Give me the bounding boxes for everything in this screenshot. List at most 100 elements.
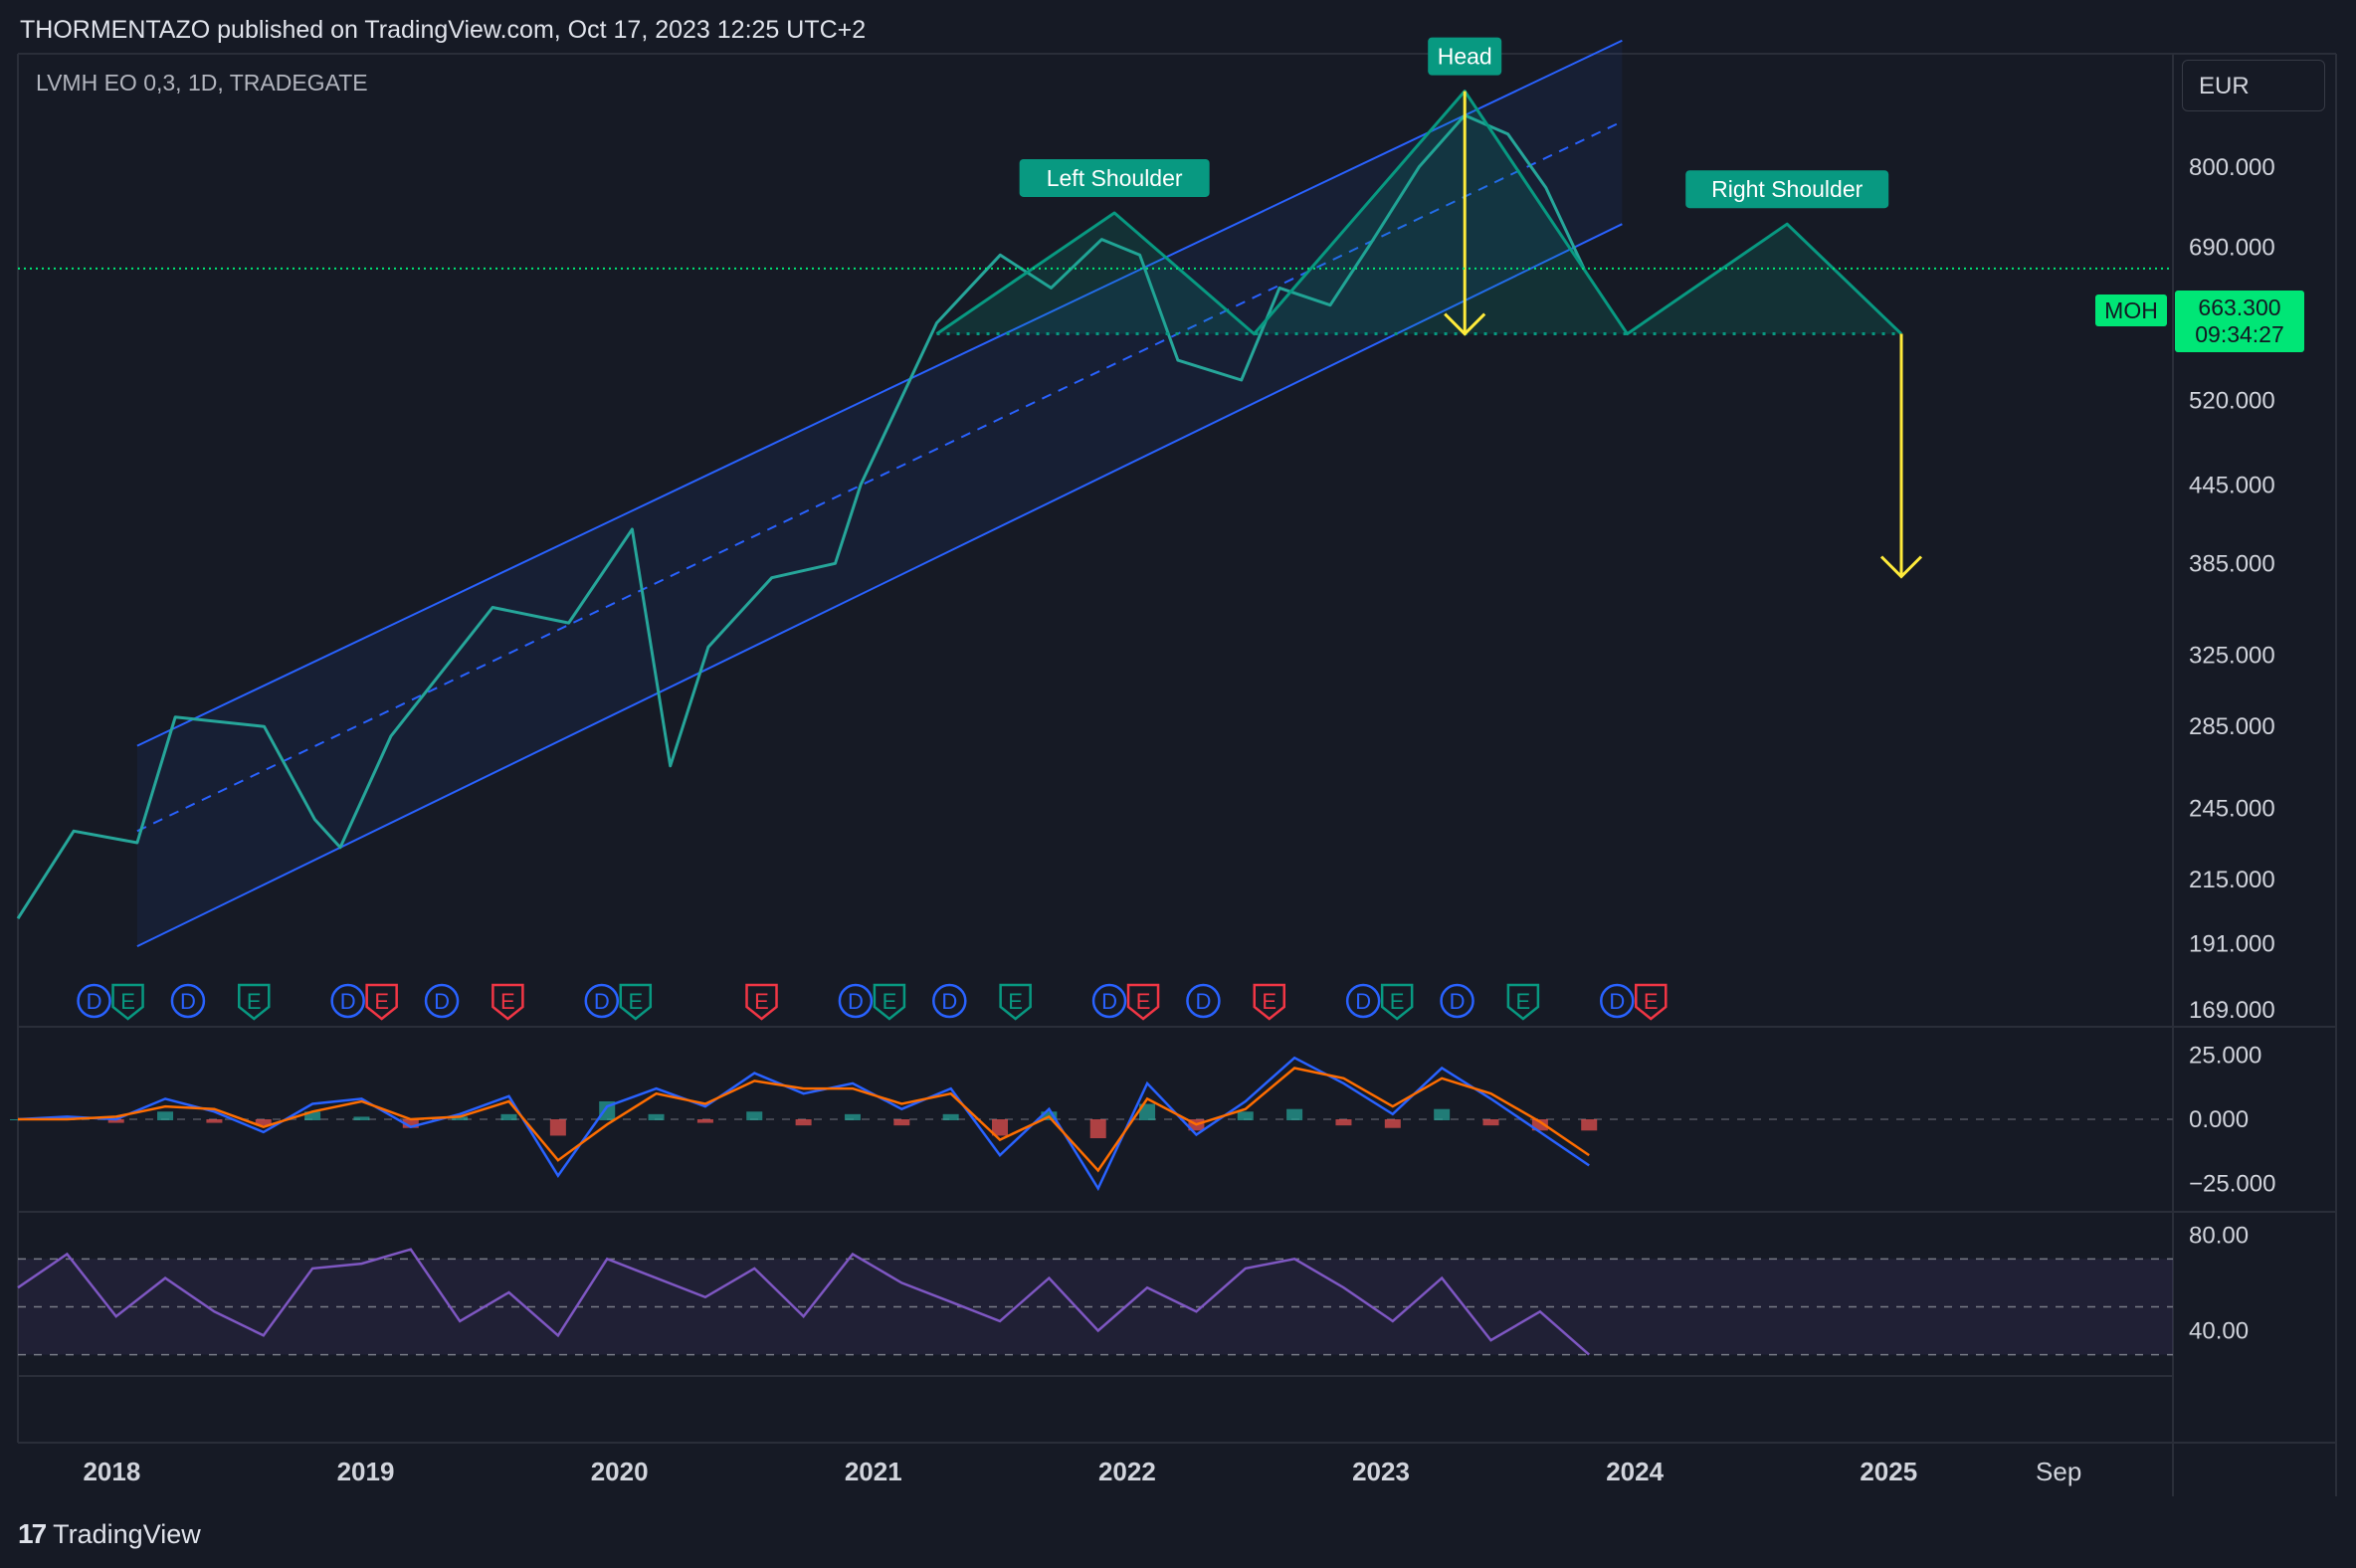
- event-letter: E: [1516, 989, 1531, 1014]
- earnings-event-icon[interactable]: E: [491, 983, 524, 1021]
- event-letter: E: [883, 989, 897, 1014]
- event-letter: D: [941, 989, 957, 1014]
- event-letter: D: [87, 989, 102, 1014]
- left-shoulder-label: Left Shoulder: [1019, 158, 1210, 197]
- earnings-event-icon[interactable]: E: [873, 983, 906, 1021]
- tradingview-logo-icon: 17: [18, 1518, 47, 1549]
- macd-histogram-bar: [353, 1116, 370, 1120]
- time-axis[interactable]: 2018 2019 2020 2021 2022 2023 2024 2025 Sep: [83, 1457, 2081, 1486]
- earnings-event-icon[interactable]: E: [1253, 983, 1286, 1021]
- dividend-event-icon[interactable]: D: [1600, 983, 1635, 1019]
- earnings-event-icon[interactable]: E: [365, 983, 398, 1021]
- macd-histogram-bar: [942, 1113, 959, 1120]
- channel-upper: [136, 39, 1623, 747]
- arrow-head: [1444, 312, 1486, 336]
- channel-lower: [136, 223, 1623, 948]
- time-tick-label: 2018: [83, 1457, 140, 1486]
- symbol-title: LVMH EO 0,3, 1D, TRADEGATE: [36, 70, 368, 96]
- dividend-event-icon[interactable]: D: [1091, 983, 1127, 1019]
- time-tick-label: 2022: [1098, 1457, 1156, 1486]
- event-shape: [1091, 983, 1127, 1019]
- price-axis[interactable]: 800.000690.000600.000520.000445.000385.0…: [2189, 154, 2275, 1345]
- earnings-event-icon[interactable]: E: [745, 983, 778, 1021]
- event-letter: E: [1136, 989, 1151, 1014]
- signal-line: [18, 1067, 1590, 1173]
- dividend-event-icon[interactable]: D: [330, 983, 365, 1019]
- event-shape: [238, 983, 271, 1021]
- earnings-event-icon[interactable]: E: [1635, 983, 1668, 1021]
- dividend-event-icon[interactable]: D: [77, 983, 111, 1019]
- event-letter: E: [120, 989, 135, 1014]
- chart-frame: [17, 53, 2337, 1496]
- dividend-event-icon[interactable]: D: [170, 983, 206, 1019]
- label-box: [1019, 158, 1210, 197]
- macd-histogram-bar: [844, 1113, 861, 1120]
- earnings-event-icon[interactable]: E: [1506, 983, 1540, 1021]
- event-shape: [1253, 983, 1286, 1021]
- macd-histogram-bar: [746, 1111, 763, 1120]
- macd-histogram-bar: [107, 1119, 124, 1123]
- macd-histogram-bar: [402, 1119, 419, 1128]
- dividend-event-icon[interactable]: D: [838, 983, 874, 1019]
- event-shape: [1635, 983, 1668, 1021]
- macd-histogram-bar: [1089, 1119, 1106, 1139]
- price-tick-label: 245.000: [2189, 796, 2275, 823]
- earnings-event-icon[interactable]: E: [619, 983, 653, 1021]
- macd-histogram-bar: [1384, 1119, 1401, 1128]
- event-letter: D: [1450, 989, 1466, 1014]
- dividend-event-icon[interactable]: D: [584, 983, 620, 1019]
- publish-header: THORMENTAZO published on TradingView.com…: [0, 0, 2356, 54]
- event-shape: [1600, 983, 1635, 1019]
- label-box: [1685, 170, 1889, 209]
- event-letter: D: [1195, 989, 1211, 1014]
- currency-button[interactable]: EUR: [2182, 60, 2325, 111]
- earnings-event-icon[interactable]: E: [238, 983, 271, 1021]
- right-shoulder-label: Right Shoulder: [1685, 170, 1889, 209]
- event-letter: E: [1390, 989, 1405, 1014]
- dividend-event-icon[interactable]: D: [932, 983, 967, 1019]
- event-letter: D: [1355, 989, 1371, 1014]
- event-shape: [1186, 983, 1221, 1019]
- earnings-event-icon[interactable]: E: [1380, 983, 1414, 1021]
- price-tick-label: 285.000: [2189, 713, 2275, 740]
- macd-histogram-bar: [1139, 1103, 1156, 1120]
- macd-histogram-bar: [696, 1119, 713, 1123]
- event-letter: E: [1262, 989, 1276, 1014]
- event-letter: E: [374, 989, 389, 1014]
- event-letter: D: [434, 989, 450, 1014]
- price-tick-label: 215.000: [2189, 867, 2275, 893]
- macd-pane: [10, 1056, 2173, 1192]
- event-shape: [1345, 983, 1381, 1019]
- dividend-event-icon[interactable]: D: [1186, 983, 1221, 1019]
- event-shape: [1380, 983, 1414, 1021]
- event-letter: D: [180, 989, 196, 1014]
- macd-histogram-bar: [795, 1119, 812, 1126]
- dividend-event-icon[interactable]: D: [1345, 983, 1381, 1019]
- earnings-event-icon[interactable]: E: [111, 983, 144, 1021]
- event-shape: [873, 983, 906, 1021]
- head-and-shoulders-pattern: Head Left Shoulder Right Shoulder: [935, 37, 1903, 336]
- earnings-event-icon[interactable]: E: [999, 983, 1032, 1021]
- brand-name: TradingView: [53, 1518, 201, 1549]
- dividend-event-icon[interactable]: D: [1440, 983, 1474, 1019]
- channel-fill: [136, 40, 1623, 947]
- footer[interactable]: 17 TradingView: [18, 1512, 201, 1556]
- price-tick-label: 191.000: [2189, 930, 2275, 957]
- event-letter: D: [1101, 989, 1117, 1014]
- event-letter: E: [628, 989, 643, 1014]
- earnings-event-icon[interactable]: E: [1126, 983, 1160, 1021]
- price-tick-label: 445.000: [2189, 472, 2275, 498]
- event-shape: [77, 983, 111, 1019]
- macd-histogram-bar: [1286, 1108, 1303, 1120]
- rsi-tick-label: 80.00: [2189, 1222, 2249, 1249]
- price-tick-label: 325.000: [2189, 643, 2275, 670]
- event-shape: [584, 983, 620, 1019]
- macd-histogram-bar: [255, 1119, 272, 1126]
- price-tick-label: 169.000: [2189, 997, 2275, 1024]
- price-tick-label: 690.000: [2189, 234, 2275, 261]
- dividend-event-icon[interactable]: D: [424, 983, 460, 1019]
- event-shape: [619, 983, 653, 1021]
- label-text: Left Shoulder: [1047, 165, 1183, 191]
- event-shape: [1506, 983, 1540, 1021]
